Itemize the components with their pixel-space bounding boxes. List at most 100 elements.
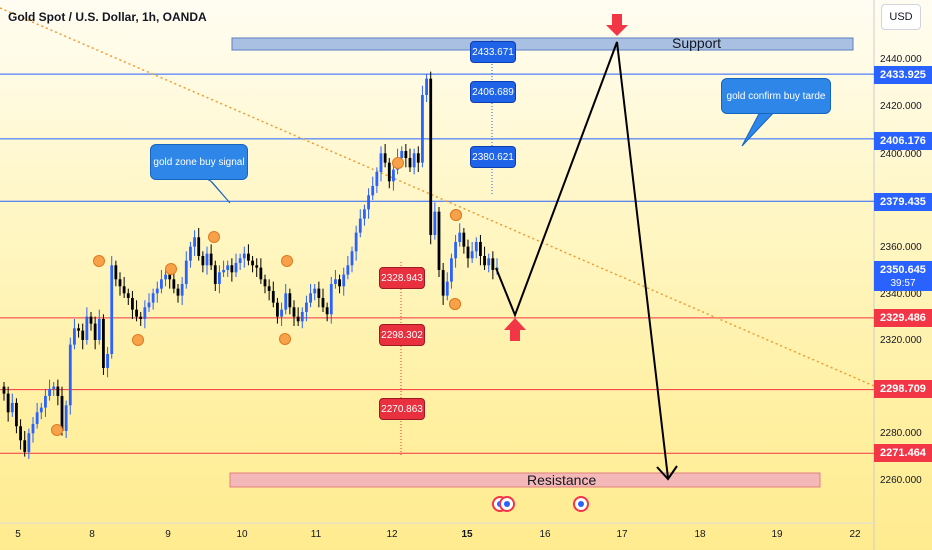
price-tag-2379[interactable]: 2379.435 xyxy=(874,193,932,211)
y-tick-label: 2360.000 xyxy=(880,242,922,253)
projection-path[interactable] xyxy=(495,41,669,479)
y-tick-label: 2340.000 xyxy=(880,289,922,300)
candle-body xyxy=(230,265,234,273)
candle-body xyxy=(387,162,391,182)
price-tag-2298[interactable]: 2298.709 xyxy=(874,380,932,398)
candle-body xyxy=(48,388,51,396)
x-tick-label: 8 xyxy=(89,529,95,540)
candle-body xyxy=(81,330,85,340)
candle-body xyxy=(205,253,209,266)
candle-body xyxy=(466,246,470,259)
candle-body xyxy=(44,395,47,408)
candle-body xyxy=(450,258,453,282)
trend-line[interactable] xyxy=(0,7,875,387)
candle-body xyxy=(52,386,56,389)
resistance-label: Resistance xyxy=(527,472,597,488)
candle-body xyxy=(131,297,134,310)
swing-marker xyxy=(93,255,105,267)
price-tag-2433[interactable]: 2433.925 xyxy=(874,66,932,84)
measure-box-lower-2[interactable]: 2298.302 xyxy=(379,324,425,346)
candle-body xyxy=(176,288,180,296)
candle-body xyxy=(346,265,350,275)
measure-box-upper-2[interactable]: 2406.689 xyxy=(470,81,516,103)
candle-body xyxy=(437,211,441,270)
measure-box-upper-1[interactable]: 2433.671 xyxy=(470,41,516,63)
x-tick-label: 16 xyxy=(539,529,551,540)
candle-body xyxy=(238,258,242,263)
candle-body xyxy=(487,258,491,266)
candle-body xyxy=(454,241,457,259)
buy-arrow-icon xyxy=(504,318,526,341)
candle-body xyxy=(474,241,478,252)
callout-right[interactable]: gold confirm buy tarde xyxy=(721,78,831,114)
candle-body xyxy=(491,258,495,270)
chart-title: Gold Spot / U.S. Dollar, 1h, OANDA xyxy=(8,10,207,24)
candle-body xyxy=(251,260,254,266)
candle-body xyxy=(342,274,346,287)
y-tick-label: 2260.000 xyxy=(880,475,922,486)
candle-body xyxy=(15,402,18,427)
candle-body xyxy=(363,209,366,219)
swing-markers xyxy=(51,157,462,436)
economic-event-icon[interactable] xyxy=(499,496,515,512)
candle-body xyxy=(114,265,118,280)
x-tick-label: 10 xyxy=(236,529,248,540)
candle-body xyxy=(31,423,35,434)
price-tag-2271[interactable]: 2271.464 xyxy=(874,444,932,462)
candle-body xyxy=(276,302,279,317)
x-tick-label: 9 xyxy=(165,529,171,540)
candle-body xyxy=(68,344,72,406)
candle-body xyxy=(350,251,354,266)
x-tick-label: 11 xyxy=(310,529,322,540)
candle-body xyxy=(334,279,337,284)
currency-button[interactable]: USD xyxy=(881,4,921,30)
candle-body xyxy=(118,279,122,287)
live-price-tag[interactable]: 2350.645 39:57 xyxy=(874,261,932,291)
candle-body xyxy=(234,262,238,273)
candle-body xyxy=(408,157,412,168)
candle-body xyxy=(458,232,462,242)
candle-body xyxy=(56,386,60,396)
candle-body xyxy=(292,307,296,317)
candle-body xyxy=(429,78,433,235)
y-tick-label: 2280.000 xyxy=(880,428,922,439)
candle-body xyxy=(126,293,130,298)
candle-body xyxy=(483,255,486,266)
candle-body xyxy=(425,78,428,95)
candle-body xyxy=(73,328,76,345)
candle-body xyxy=(164,274,167,280)
y-tick-label: 2440.000 xyxy=(880,54,922,65)
candle-body xyxy=(155,288,159,294)
economic-event-icon[interactable] xyxy=(573,496,589,512)
live-price: 2350.645 xyxy=(880,264,926,276)
measure-box-lower-1[interactable]: 2328.943 xyxy=(379,267,425,289)
candle-body xyxy=(106,353,109,368)
candle-body xyxy=(309,293,312,303)
candle-body xyxy=(139,316,143,319)
swing-marker xyxy=(450,209,462,221)
measure-box-lower-3[interactable]: 2270.863 xyxy=(379,398,425,420)
candle-body xyxy=(296,316,300,322)
swing-marker xyxy=(392,157,404,169)
candle-body xyxy=(143,307,147,319)
price-tag-2329[interactable]: 2329.486 xyxy=(874,309,932,327)
candle-body xyxy=(189,246,192,261)
callout-left[interactable]: gold zone buy signal xyxy=(150,144,248,180)
candle-body xyxy=(416,153,420,163)
resistance-zone[interactable] xyxy=(229,472,821,488)
price-tag-2406[interactable]: 2406.176 xyxy=(874,132,932,150)
candle-body xyxy=(193,237,196,247)
measure-box-upper-3[interactable]: 2380.621 xyxy=(470,146,516,168)
candle-body xyxy=(300,311,304,322)
swing-marker xyxy=(132,334,144,346)
candle-body xyxy=(354,232,358,252)
swing-marker xyxy=(165,263,177,275)
level-lines xyxy=(0,73,874,454)
candle-body xyxy=(255,265,259,268)
support-zone[interactable] xyxy=(231,37,854,51)
candle-body xyxy=(168,274,172,280)
candle-body xyxy=(284,293,288,310)
support-label: Support xyxy=(672,35,722,51)
x-tick-label: 17 xyxy=(616,529,628,540)
